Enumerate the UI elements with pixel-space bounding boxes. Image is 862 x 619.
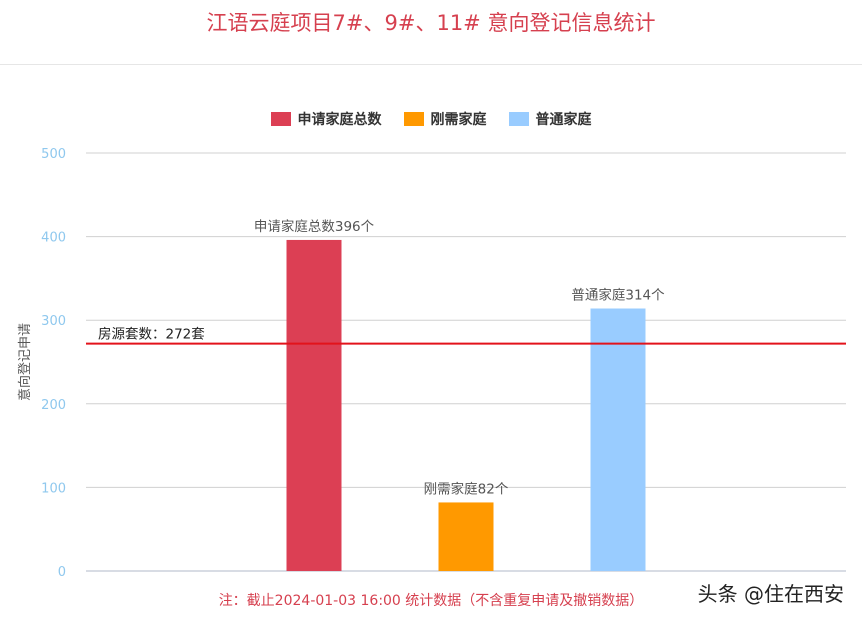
legend-item-rigid[interactable]: 刚需家庭 <box>403 109 487 129</box>
legend-swatch-ordinary <box>508 112 529 126</box>
watermark: 头条 @住在西安 <box>697 582 844 606</box>
data-label-1: 刚需家庭82个 <box>424 480 509 497</box>
bar-1 <box>438 502 494 571</box>
legend-label-total: 申请家庭总数 <box>297 112 382 128</box>
chart-title: 江语云庭项目7#、9#、11# 意向登记信息统计 <box>206 11 656 35</box>
y-tick-label-0: 0 <box>58 565 66 580</box>
y-tick-label-100: 100 <box>41 481 66 496</box>
y-tick-label-200: 200 <box>41 398 66 413</box>
footnote: 注：截止2024-01-03 16:00 统计数据（不含重复申请及撤销数据） <box>218 593 644 609</box>
y-tick-label-400: 400 <box>41 231 66 246</box>
reference-line-label: 房源套数：272套 <box>98 327 205 343</box>
title-divider <box>0 64 862 65</box>
data-label-2: 普通家庭314个 <box>571 286 665 303</box>
bar-2 <box>590 308 646 571</box>
data-label-0: 申请家庭总数396个 <box>254 218 375 235</box>
legend-label-ordinary: 普通家庭 <box>535 112 592 128</box>
y-tick-label-300: 300 <box>41 314 66 329</box>
chart-legend: 申请家庭总数 刚需家庭 普通家庭 <box>0 109 862 129</box>
legend-swatch-total <box>270 112 291 126</box>
legend-label-rigid: 刚需家庭 <box>430 112 487 128</box>
legend-item-ordinary[interactable]: 普通家庭 <box>508 109 592 129</box>
y-tick-label-500: 500 <box>41 147 66 162</box>
bar-0 <box>286 239 342 571</box>
legend-item-total[interactable]: 申请家庭总数 <box>270 109 382 129</box>
legend-swatch-rigid <box>403 112 424 126</box>
